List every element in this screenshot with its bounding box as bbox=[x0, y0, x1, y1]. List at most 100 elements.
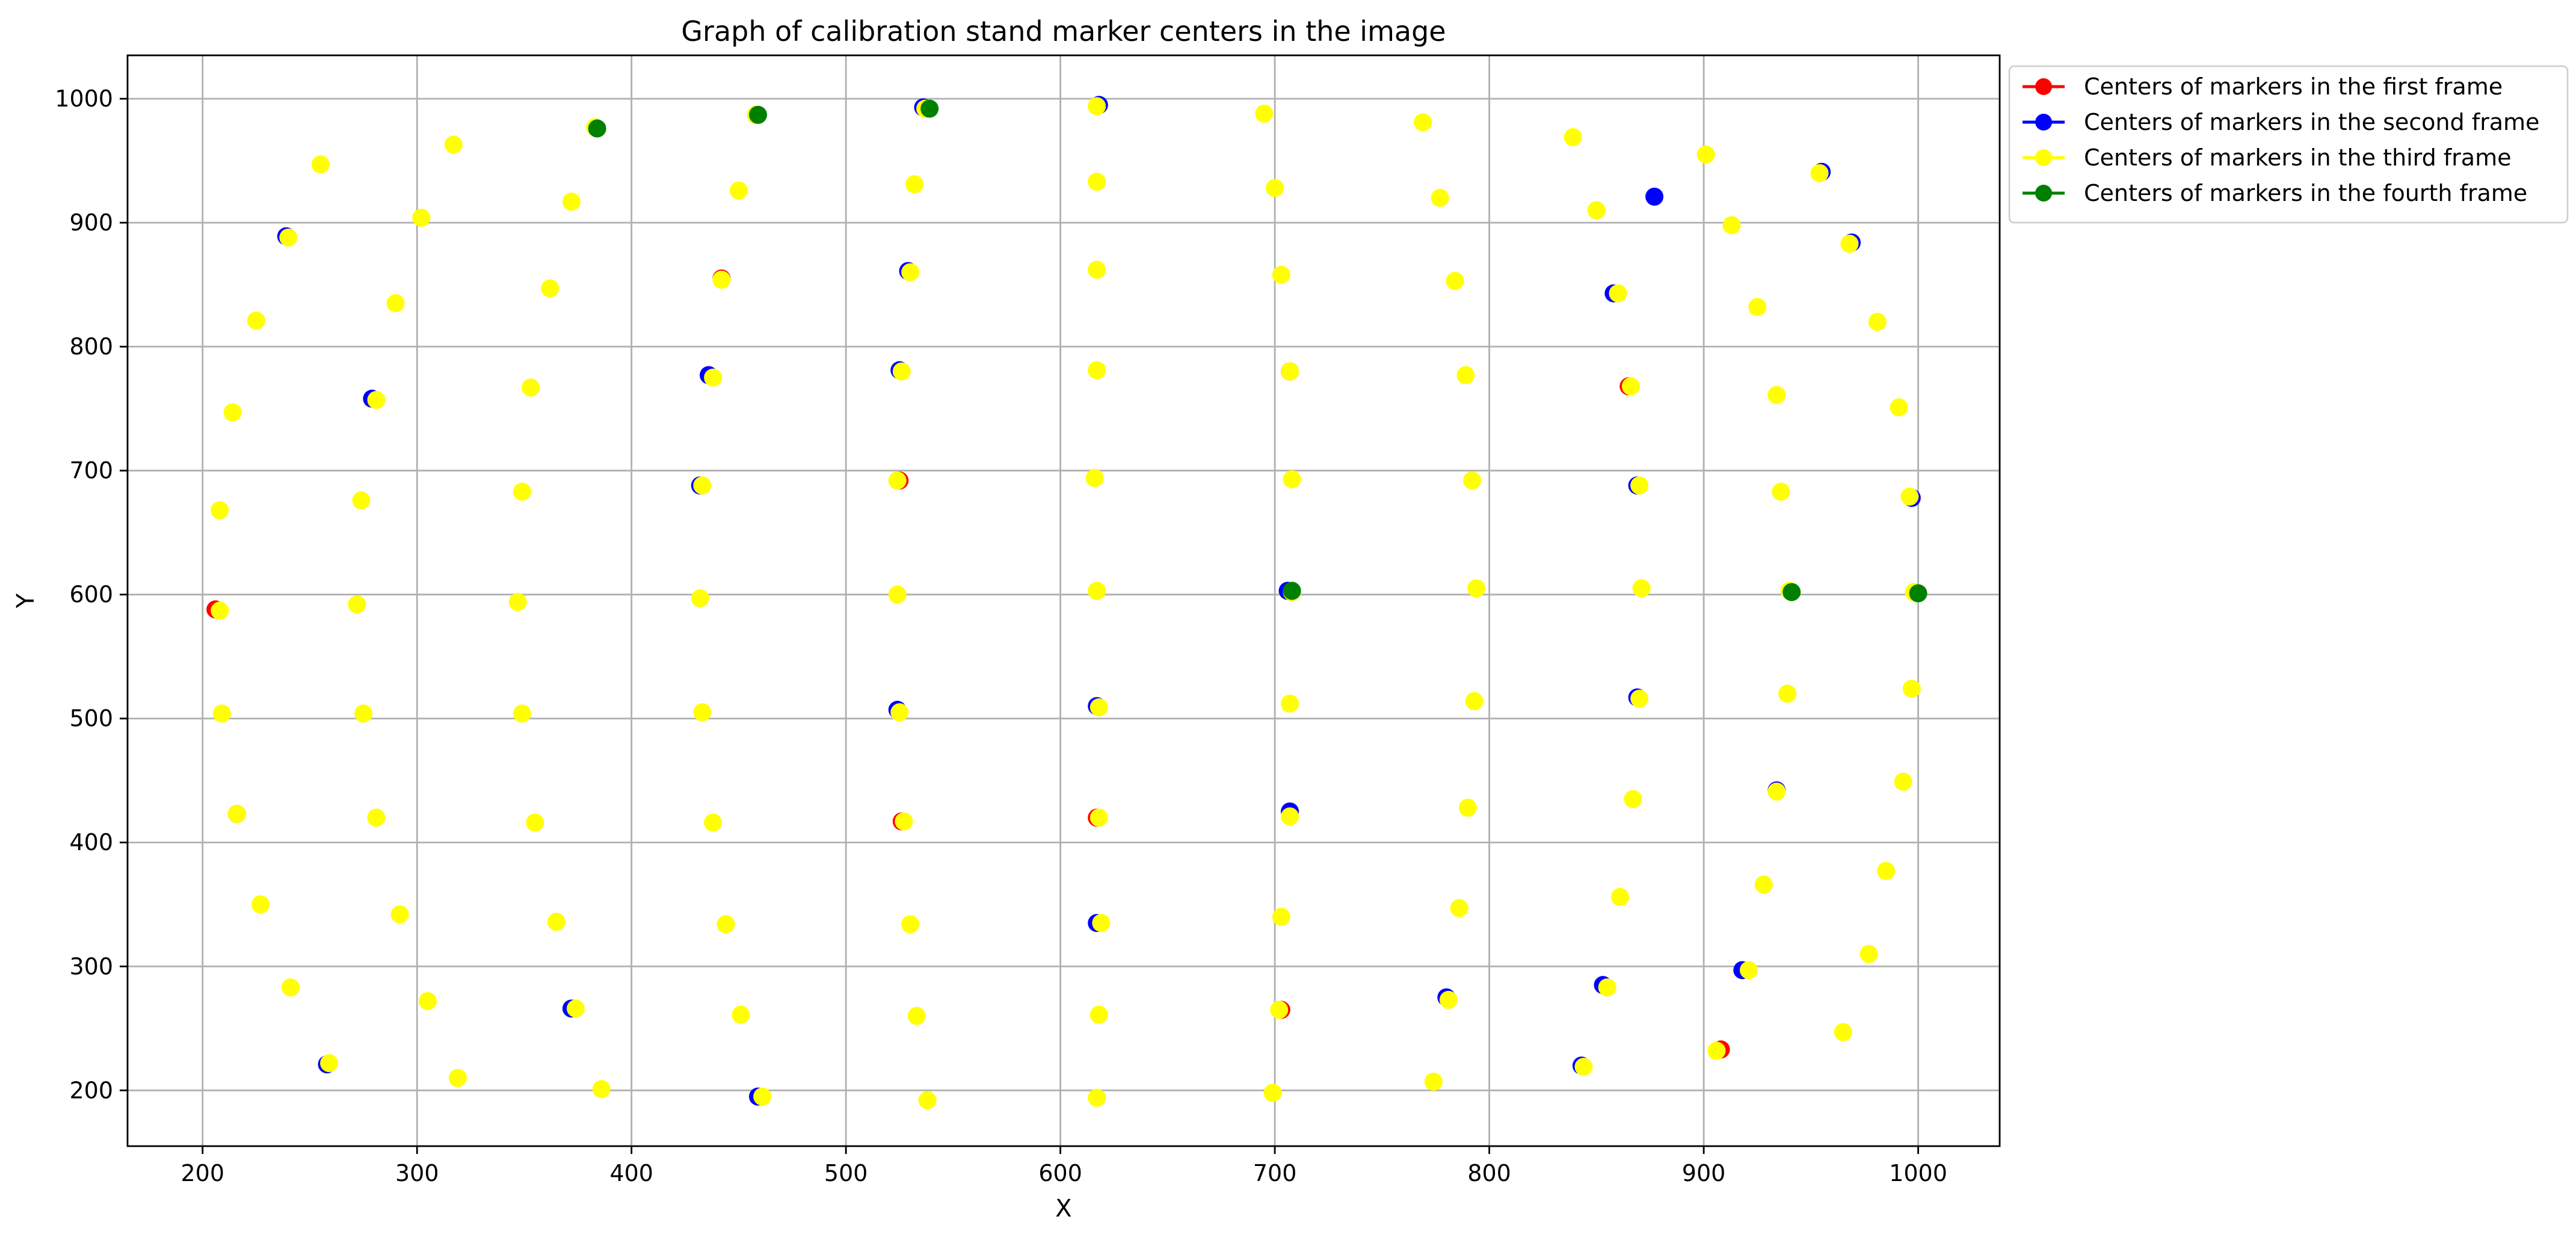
legend-item: Centers of markers in the second frame bbox=[2023, 109, 2539, 135]
marker-point bbox=[729, 181, 748, 200]
legend-label: Centers of markers in the fourth frame bbox=[2084, 180, 2527, 206]
marker-point bbox=[522, 378, 540, 397]
marker-point bbox=[1456, 366, 1475, 384]
marker-point bbox=[920, 99, 939, 118]
marker-point bbox=[1088, 97, 1106, 116]
x-tick-label: 200 bbox=[180, 1160, 224, 1186]
marker-point bbox=[1270, 1001, 1289, 1019]
marker-point bbox=[1283, 582, 1301, 600]
marker-point bbox=[367, 390, 386, 409]
y-axis-label: Y bbox=[12, 593, 40, 609]
marker-point bbox=[211, 501, 229, 520]
marker-point bbox=[1088, 173, 1106, 191]
marker-point bbox=[1089, 1005, 1108, 1024]
marker-point bbox=[1431, 188, 1449, 207]
chart-title: Graph of calibration stand marker center… bbox=[681, 15, 1446, 48]
marker-point bbox=[508, 593, 527, 611]
marker-point bbox=[1900, 487, 1919, 506]
marker-point bbox=[1281, 694, 1299, 713]
marker-point bbox=[716, 915, 735, 934]
x-tick-label: 700 bbox=[1253, 1160, 1297, 1186]
marker-point bbox=[1272, 907, 1290, 926]
marker-point bbox=[1272, 265, 1290, 284]
marker-point bbox=[541, 279, 559, 298]
marker-point bbox=[732, 1005, 750, 1024]
points-layer bbox=[206, 96, 1927, 1109]
y-tick-label: 200 bbox=[69, 1077, 113, 1103]
legend-marker bbox=[2035, 78, 2052, 95]
marker-point bbox=[1902, 679, 1921, 698]
marker-point bbox=[390, 905, 409, 924]
marker-point bbox=[1630, 476, 1649, 495]
marker-point bbox=[1609, 284, 1627, 303]
marker-point bbox=[212, 704, 231, 723]
marker-point bbox=[1877, 862, 1896, 880]
marker-point bbox=[1587, 201, 1606, 220]
series-1 bbox=[206, 269, 1730, 1059]
marker-point bbox=[1722, 216, 1741, 235]
marker-point bbox=[704, 368, 723, 387]
marker-point bbox=[211, 601, 229, 620]
marker-point bbox=[691, 589, 709, 608]
marker-point bbox=[890, 703, 909, 721]
marker-point bbox=[1463, 471, 1482, 490]
legend-label: Centers of markers in the first frame bbox=[2084, 73, 2503, 100]
x-tick-label: 500 bbox=[824, 1160, 868, 1186]
marker-point bbox=[892, 362, 911, 381]
marker-point bbox=[1089, 698, 1108, 717]
marker-point bbox=[1624, 790, 1642, 809]
marker-point bbox=[281, 978, 300, 997]
marker-point bbox=[901, 915, 920, 934]
marker-point bbox=[1754, 875, 1773, 894]
marker-point bbox=[352, 491, 371, 510]
marker-point bbox=[1707, 1041, 1726, 1060]
marker-point bbox=[348, 595, 366, 614]
marker-point bbox=[1894, 773, 1912, 791]
marker-point bbox=[693, 476, 712, 495]
marker-point bbox=[1783, 583, 1801, 602]
marker-point bbox=[1767, 386, 1786, 404]
marker-point bbox=[1621, 377, 1640, 396]
legend: Centers of markers in the first frame Cen… bbox=[2008, 65, 2569, 224]
marker-point bbox=[1255, 104, 1274, 123]
marker-point bbox=[1810, 164, 1829, 182]
marker-point bbox=[367, 809, 386, 827]
marker-point bbox=[1564, 128, 1582, 146]
marker-point bbox=[1772, 483, 1790, 501]
marker-point bbox=[1092, 914, 1111, 933]
marker-point bbox=[704, 813, 723, 832]
marker-point bbox=[1088, 261, 1106, 279]
marker-point bbox=[888, 585, 907, 604]
marker-point bbox=[513, 704, 531, 723]
marker-point bbox=[251, 895, 270, 914]
marker-point bbox=[907, 1007, 926, 1025]
marker-point bbox=[1281, 807, 1299, 825]
marker-point bbox=[1739, 961, 1758, 979]
y-tick-label: 600 bbox=[69, 581, 113, 608]
marker-point bbox=[1281, 362, 1299, 381]
marker-point bbox=[1467, 579, 1486, 597]
legend-items: Centers of markers in the first frame Cen… bbox=[2023, 73, 2539, 206]
marker-point bbox=[419, 992, 437, 1010]
marker-point bbox=[712, 270, 731, 289]
y-tick-label: 300 bbox=[69, 953, 113, 979]
marker-point bbox=[1283, 470, 1301, 489]
marker-point bbox=[1266, 179, 1284, 197]
marker-point bbox=[412, 208, 431, 227]
marker-point bbox=[901, 263, 920, 282]
legend-label: Centers of markers in the third frame bbox=[2084, 144, 2511, 171]
ticks-layer: 200 300 400 500 600 700 800 900 1000 200 300 400 500… bbox=[55, 85, 1947, 1186]
x-tick-label: 900 bbox=[1682, 1160, 1726, 1186]
marker-point bbox=[1465, 692, 1484, 711]
y-tick-label: 1000 bbox=[55, 85, 113, 112]
marker-point bbox=[918, 1091, 937, 1109]
series-3 bbox=[211, 97, 1923, 1109]
y-tick-label: 800 bbox=[69, 333, 113, 360]
marker-point bbox=[1767, 782, 1786, 801]
marker-point bbox=[1778, 685, 1797, 703]
marker-point bbox=[386, 294, 405, 313]
plot-frame bbox=[126, 54, 2001, 1147]
marker-point bbox=[513, 483, 531, 501]
marker-point bbox=[1458, 798, 1477, 817]
